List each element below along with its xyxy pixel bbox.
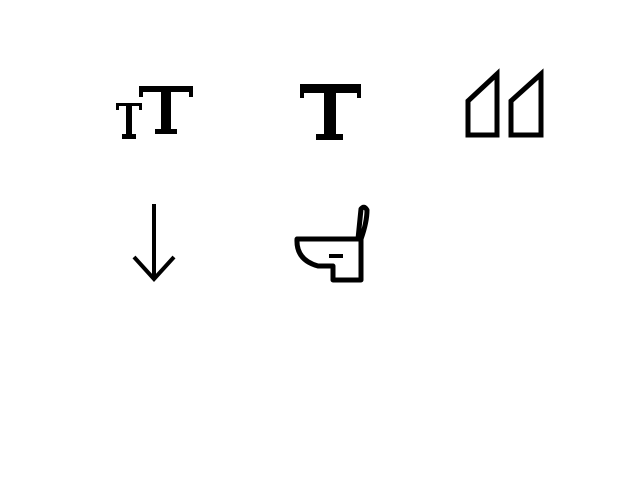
text-icon: [281, 63, 381, 163]
arrow-down-icon: [103, 192, 203, 292]
toilet-icon: [281, 192, 381, 292]
text-size-icon: [103, 63, 203, 163]
quote-icon: [455, 63, 555, 163]
